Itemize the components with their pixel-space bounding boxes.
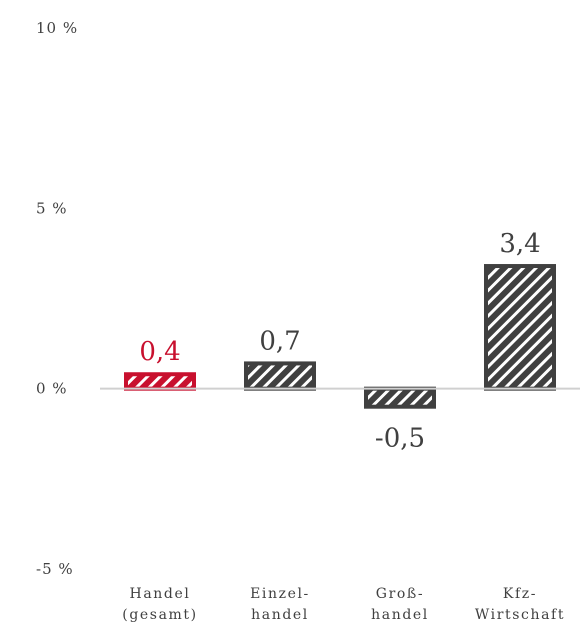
y-tick-label: -5 % <box>36 560 74 578</box>
category-label: Einzel-handel <box>250 586 310 623</box>
y-tick-label: 5 % <box>36 199 68 217</box>
data-labels: 0,4 0,7 -0,5 3,4 <box>139 229 540 454</box>
category-label: Groß-handel <box>371 586 429 623</box>
category-label: Handel (gesamt) <box>122 586 197 623</box>
category-label: Kfz-Wirtschaft <box>475 586 565 623</box>
data-label: -0,5 <box>375 424 425 454</box>
data-label: 0,4 <box>139 337 180 367</box>
y-tick-label: 0 % <box>36 380 68 398</box>
data-label: 0,7 <box>259 326 300 356</box>
bar <box>124 372 196 391</box>
data-label: 3,4 <box>499 229 540 259</box>
bar <box>244 361 316 391</box>
bars <box>124 264 556 409</box>
bar <box>364 386 436 409</box>
y-axis: 10 % 5 % 0 % -5 % <box>36 19 78 578</box>
bar <box>484 264 556 391</box>
y-tick-label: 10 % <box>36 19 78 37</box>
x-axis: Handel (gesamt) Einzel-handel Groß-handel Kf… <box>122 586 565 623</box>
